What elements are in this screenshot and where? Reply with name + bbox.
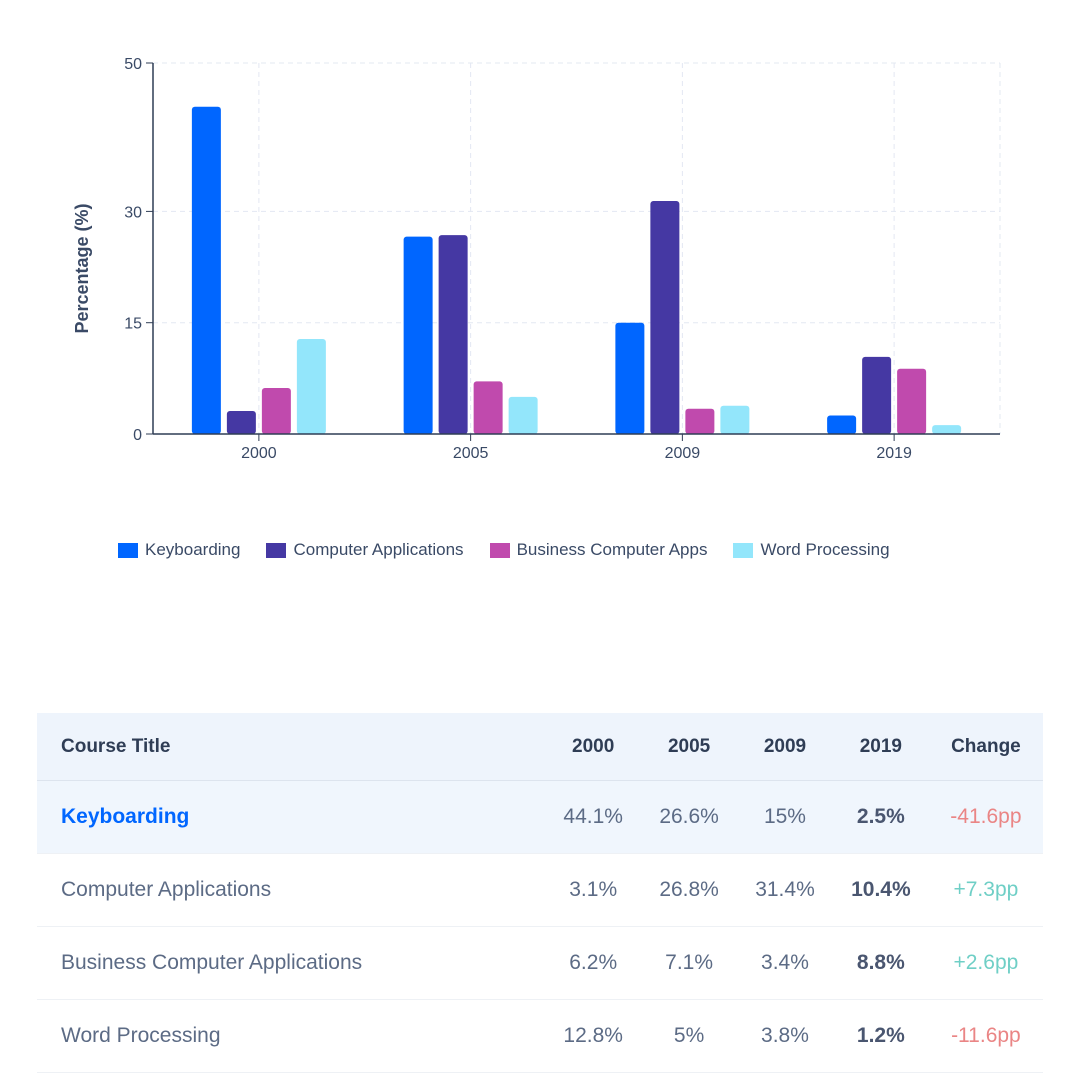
change-cell: +2.6pp [928, 926, 1043, 1000]
x-tick-label: 2005 [453, 445, 489, 462]
value-cell: 3.1% [545, 853, 642, 927]
bar-business-computer-apps [897, 368, 927, 434]
bar-computer-applications [226, 410, 256, 434]
column-header: Course Title [37, 713, 546, 781]
y-tick-label: 50 [124, 56, 142, 73]
value-cell: 44.1% [545, 780, 642, 854]
legend-swatch [733, 542, 754, 558]
value-cell: 7.1% [641, 926, 738, 1000]
legend-item: Word Processing [733, 540, 890, 560]
chart-legend: Keyboarding Computer Applications Business… [118, 540, 890, 560]
legend-label: Keyboarding [145, 540, 241, 559]
column-header: Change [928, 713, 1043, 781]
column-header: 2009 [737, 713, 833, 781]
course-table: Course Title 2000 2005 2009 2019 Change Keybo… [37, 713, 1043, 1073]
value-cell: 5% [641, 999, 738, 1073]
course-title-cell: Word Processing [37, 999, 546, 1073]
value-cell: 3.4% [737, 926, 833, 1000]
legend-swatch [266, 542, 287, 558]
column-header: 2000 [545, 713, 642, 781]
x-tick-label: 2009 [665, 445, 701, 462]
table-row: Business Computer Applications 6.2% 7.1% 3.… [37, 926, 1043, 1000]
course-title-cell: Computer Applications [37, 853, 546, 927]
bar-business-computer-apps [261, 387, 291, 434]
x-tick-label: 2000 [241, 445, 277, 462]
value-cell: 26.8% [641, 853, 738, 927]
table-row: Computer Applications 3.1% 26.8% 31.4% 10.4%… [37, 853, 1043, 927]
change-cell: +7.3pp [928, 853, 1043, 927]
legend-item: Computer Applications [266, 540, 464, 560]
legend-item: Business Computer Apps [489, 540, 708, 560]
bar-word-processing [508, 396, 538, 434]
legend-label: Computer Applications [293, 540, 464, 559]
y-tick-label: 15 [124, 316, 142, 333]
table-row: Keyboarding 44.1% 26.6% 15% 2.5% -41.6pp [37, 780, 1043, 854]
value-cell: 2.5% [832, 780, 929, 854]
bar-chart: 0 15 30 50 2000 2005 2009 2019 Percentage (%) [72, 56, 1001, 462]
value-cell: 15% [737, 780, 833, 854]
bar-computer-applications [862, 356, 892, 434]
value-cell: 10.4% [832, 853, 929, 927]
bar-computer-applications [438, 235, 468, 434]
change-cell: -11.6pp [928, 999, 1043, 1073]
bar-business-computer-apps [685, 408, 715, 434]
table-header-row: Course Title 2000 2005 2009 2019 Change [37, 713, 1043, 781]
legend-swatch [118, 542, 138, 558]
y-tick-label: 0 [133, 427, 142, 444]
y-axis-label: Percentage (%) [72, 203, 92, 333]
value-cell: 26.6% [641, 780, 738, 854]
legend-swatch [489, 542, 510, 558]
course-title-cell: Keyboarding [37, 780, 546, 854]
bar-computer-applications [650, 201, 680, 434]
bar-keyboarding [827, 415, 857, 434]
value-cell: 6.2% [545, 926, 642, 1000]
bar-keyboarding [191, 106, 221, 434]
legend-item: Keyboarding [118, 540, 240, 560]
y-tick-label: 30 [124, 204, 142, 221]
value-cell: 12.8% [545, 999, 642, 1073]
bar-keyboarding [615, 322, 645, 434]
bar-business-computer-apps [473, 381, 503, 434]
legend-label: Business Computer Apps [516, 540, 708, 559]
bar-word-processing [720, 405, 750, 434]
bar-keyboarding [403, 236, 433, 434]
value-cell: 1.2% [832, 999, 929, 1073]
x-tick-label: 2019 [876, 445, 912, 462]
bar-word-processing [932, 425, 962, 434]
legend-label: Word Processing [760, 540, 890, 559]
course-title-cell: Business Computer Applications [37, 926, 546, 1000]
change-cell: -41.6pp [928, 780, 1043, 854]
column-header: 2005 [641, 713, 738, 781]
column-header: 2019 [832, 713, 929, 781]
value-cell: 3.8% [737, 999, 833, 1073]
table-row: Word Processing 12.8% 5% 3.8% 1.2% -11.6pp [37, 999, 1043, 1073]
value-cell: 31.4% [737, 853, 833, 927]
value-cell: 8.8% [832, 926, 929, 1000]
bar-word-processing [296, 339, 326, 434]
